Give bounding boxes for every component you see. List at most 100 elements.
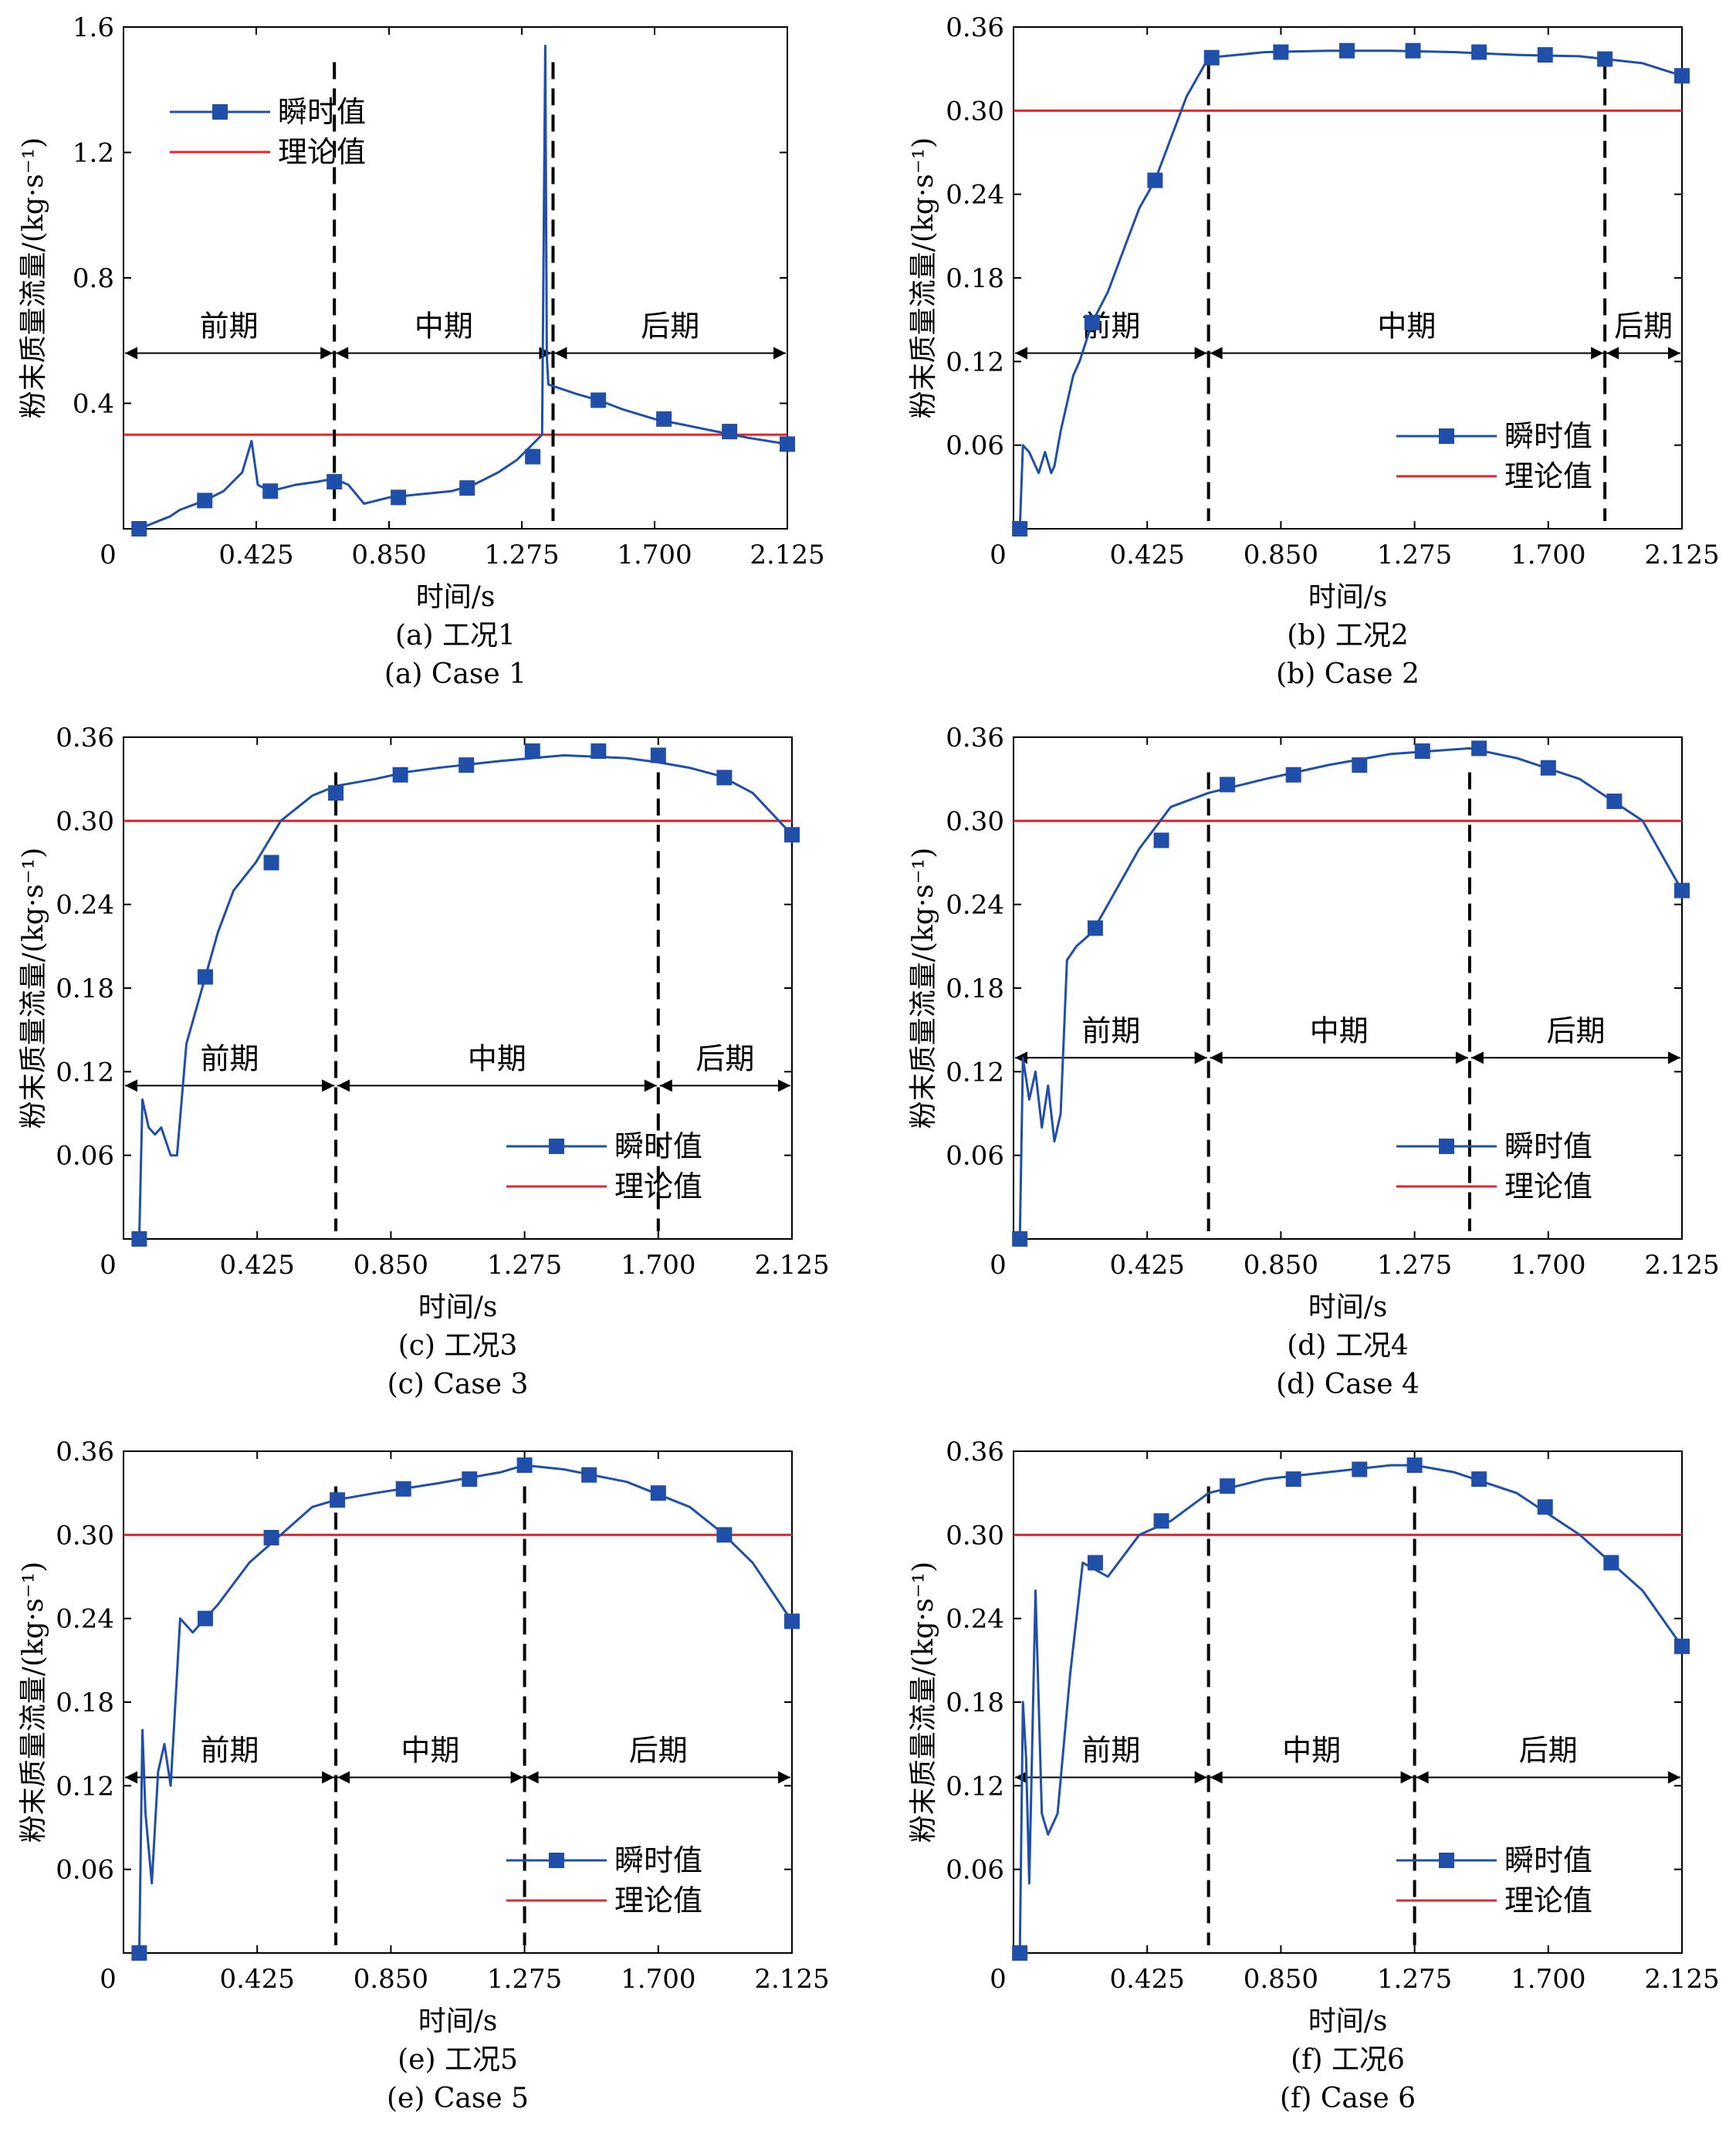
data-point-marker (262, 483, 279, 499)
phase-arrowhead-left (1015, 347, 1027, 360)
phase-arrowhead-right (773, 347, 786, 360)
caption-cn: (c) 工况3 (398, 1330, 518, 1362)
data-point-marker (650, 747, 666, 763)
caption-en: (b) Case 2 (1276, 658, 1420, 690)
chart-panel-5: 0 0.425 0.850 1.275 1.700 2.125 0.06 0.12 0.18 0.… (18, 1437, 830, 2114)
phase-arrowhead-left (1015, 1051, 1027, 1064)
data-point-marker (1471, 44, 1487, 60)
phase-arrowhead-left (1210, 1771, 1223, 1784)
data-point-marker (1352, 757, 1368, 773)
data-point-marker (330, 1492, 346, 1508)
x-axis-label: 时间/s (1308, 581, 1388, 613)
phase-label: 前期 (201, 1734, 259, 1768)
phase-arrowhead-left (526, 1771, 539, 1784)
data-point-marker (1012, 521, 1028, 536)
phase-arrowhead-left (1606, 347, 1619, 360)
data-point-marker (1087, 920, 1103, 936)
phase-label: 后期 (1519, 1734, 1578, 1768)
x-tick-label: 1.275 (484, 540, 559, 570)
data-point-marker (581, 1467, 597, 1483)
data-point-marker (1285, 767, 1301, 783)
y-tick-label: 0.06 (946, 431, 1004, 462)
x-tick-label: 2.125 (1644, 1250, 1719, 1281)
legend-theory-label: 理论值 (1504, 1169, 1592, 1203)
phase-arrowhead-right (1591, 347, 1604, 360)
data-point-marker (197, 492, 213, 509)
y-tick-label: 0.30 (946, 1520, 1004, 1551)
data-point-marker (131, 1231, 147, 1247)
data-point-marker (1153, 832, 1169, 848)
x-tick-label: 0.850 (351, 540, 426, 570)
y-tick-label: 0.24 (56, 890, 114, 921)
data-point-marker (722, 424, 738, 440)
legend-instant-label: 瞬时值 (1504, 419, 1592, 453)
data-point-marker (131, 521, 147, 536)
legend-instant-marker (1439, 428, 1454, 444)
instant-value-line (137, 754, 792, 1239)
phase-arrowhead-right (1668, 1051, 1680, 1064)
data-point-marker (656, 411, 672, 427)
phase-arrowhead-left (336, 347, 349, 360)
x-tick-label: 0.425 (1110, 540, 1185, 570)
phase-arrowhead-right (322, 1771, 335, 1784)
legend-instant-label: 瞬时值 (1504, 1843, 1592, 1877)
y-tick-label: 0.24 (56, 1604, 114, 1635)
y-axis-label: 粉末质量流量/(kg·s⁻¹) (18, 1562, 49, 1843)
y-axis-label: 粉末质量流量/(kg·s⁻¹) (18, 848, 49, 1129)
data-point-marker (716, 1527, 733, 1543)
phase-label: 中期 (401, 1734, 459, 1768)
phase-arrowhead-right (1455, 1051, 1468, 1064)
y-tick-label: 0.36 (946, 1437, 1004, 1467)
phase-arrowhead-right (778, 1771, 790, 1784)
data-point-marker (525, 448, 541, 465)
instant-value-line (1018, 1464, 1682, 1953)
x-tick-label: 2.125 (754, 1964, 829, 1995)
y-tick-label: 0.30 (946, 806, 1004, 837)
x-tick-label: 0.850 (1244, 540, 1318, 570)
data-point-marker (1220, 1478, 1236, 1494)
phase-arrowhead-left (554, 347, 567, 360)
phase-label: 前期 (201, 1041, 259, 1075)
y-tick-label: 0.12 (946, 1057, 1004, 1088)
phase-arrowhead-left (337, 1079, 350, 1092)
y-tick-label: 1.6 (73, 12, 114, 43)
phase-label: 后期 (641, 310, 699, 344)
x-tick-label: 0 (100, 1964, 117, 1995)
phase-arrowhead-right (1400, 1771, 1413, 1784)
x-tick-label: 0 (100, 1250, 117, 1281)
caption-en: (d) Case 4 (1276, 1369, 1420, 1400)
y-axis-label: 粉末质量流量/(kg·s⁻¹) (908, 137, 939, 418)
x-tick-label: 1.700 (1511, 540, 1585, 570)
x-axis-label: 时间/s (416, 581, 496, 613)
phase-label: 中期 (415, 310, 473, 344)
phase-arrowhead-left (1210, 347, 1223, 360)
data-point-marker (1603, 1555, 1619, 1571)
phase-label: 后期 (1614, 310, 1673, 344)
data-point-marker (1414, 743, 1430, 760)
phase-arrowhead-right (1668, 347, 1680, 360)
y-tick-label: 0.18 (946, 263, 1004, 294)
y-tick-label: 0.36 (946, 12, 1004, 43)
y-tick-label: 0.12 (946, 1771, 1004, 1802)
data-point-marker (1338, 42, 1355, 59)
y-tick-label: 0.36 (946, 723, 1004, 753)
data-point-marker (1087, 1555, 1103, 1571)
y-tick-label: 0.30 (56, 806, 114, 837)
phase-arrowhead-left (125, 347, 137, 360)
caption-cn: (a) 工况1 (395, 620, 516, 652)
y-tick-label: 0.06 (56, 1141, 114, 1172)
y-tick-label: 0.06 (946, 1855, 1004, 1886)
y-tick-label: 0.18 (946, 973, 1004, 1004)
y-tick-label: 0.12 (946, 347, 1004, 377)
plot-frame (1013, 1450, 1683, 1954)
data-point-marker (1471, 740, 1487, 756)
plot-frame (123, 1450, 793, 1954)
instant-value-line (138, 44, 787, 529)
y-tick-label: 1.2 (73, 138, 114, 169)
data-point-marker (1273, 44, 1289, 60)
data-point-marker (1203, 49, 1220, 66)
data-point-marker (1537, 47, 1553, 63)
phase-label: 后期 (629, 1734, 688, 1768)
